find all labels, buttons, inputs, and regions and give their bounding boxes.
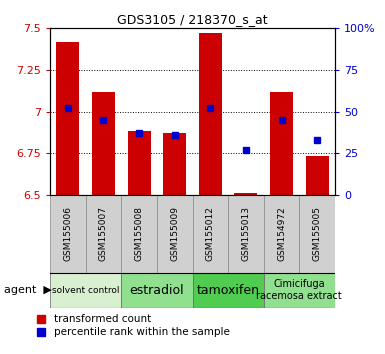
Bar <box>192 273 264 308</box>
Bar <box>264 273 335 308</box>
Bar <box>50 195 85 273</box>
Text: GSM155009: GSM155009 <box>170 206 179 261</box>
Bar <box>306 156 329 195</box>
Text: GSM155006: GSM155006 <box>64 206 72 261</box>
Text: tamoxifen: tamoxifen <box>197 284 259 297</box>
Text: GSM155007: GSM155007 <box>99 206 108 261</box>
Bar <box>234 193 258 195</box>
Bar <box>56 42 79 195</box>
Bar <box>192 195 228 273</box>
Text: GSM155005: GSM155005 <box>313 206 321 261</box>
Legend: transformed count, percentile rank within the sample: transformed count, percentile rank withi… <box>36 313 231 338</box>
Text: GSM155012: GSM155012 <box>206 206 215 261</box>
Text: estradiol: estradiol <box>130 284 184 297</box>
Bar <box>92 92 115 195</box>
Text: GSM155008: GSM155008 <box>135 206 144 261</box>
Title: GDS3105 / 218370_s_at: GDS3105 / 218370_s_at <box>117 13 268 26</box>
Bar <box>121 273 192 308</box>
Bar <box>264 195 300 273</box>
Bar <box>199 33 222 195</box>
Bar <box>157 195 192 273</box>
Bar <box>121 195 157 273</box>
Text: GSM154972: GSM154972 <box>277 206 286 261</box>
Bar <box>228 195 264 273</box>
Text: agent  ▶: agent ▶ <box>4 285 52 295</box>
Bar <box>85 195 121 273</box>
Text: Cimicifuga
racemosa extract: Cimicifuga racemosa extract <box>256 279 342 301</box>
Bar <box>270 92 293 195</box>
Bar <box>127 131 151 195</box>
Text: GSM155013: GSM155013 <box>241 206 250 261</box>
Bar <box>163 133 186 195</box>
Bar <box>300 195 335 273</box>
Text: solvent control: solvent control <box>52 286 119 295</box>
Bar <box>50 273 121 308</box>
